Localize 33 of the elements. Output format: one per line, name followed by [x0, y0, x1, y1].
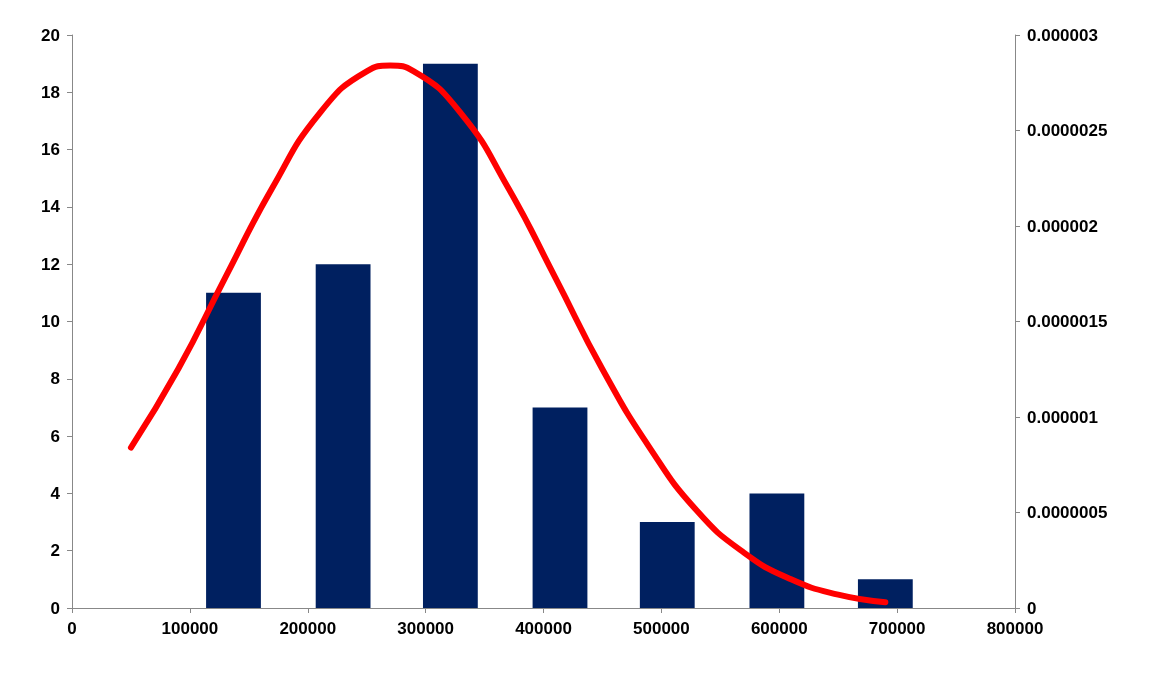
y-tick-label: 0 — [50, 598, 60, 618]
y-tick-label: 14 — [41, 197, 61, 217]
x-tick-label: 300000 — [397, 619, 454, 638]
x-tick-label: 100000 — [161, 619, 219, 638]
y2-tick-label: 0.0000005 — [1027, 503, 1108, 522]
y2-tick-label: 0.0000015 — [1027, 312, 1108, 331]
y-tick-label: 12 — [41, 254, 60, 274]
x-tick-label: 700000 — [868, 619, 926, 638]
y2-tick-label: 0.0000025 — [1027, 121, 1108, 140]
bar — [639, 522, 695, 608]
y-tick-label: 20 — [41, 25, 60, 45]
x-tick-label: 500000 — [633, 619, 690, 638]
y2-tick-label: 0.000003 — [1027, 25, 1098, 45]
y2-tick-label: 0.000002 — [1027, 216, 1098, 236]
y2-tick-label: 0.000001 — [1027, 407, 1098, 427]
bar — [422, 63, 478, 608]
y-tick-label: 4 — [50, 483, 61, 503]
bar — [206, 292, 261, 608]
x-tick-label: 400000 — [515, 619, 572, 638]
y2-tick-label: 0 — [1027, 598, 1037, 618]
bar — [532, 407, 588, 608]
y-tick-label: 18 — [41, 82, 60, 102]
x-tick-label: 800000 — [986, 619, 1044, 638]
y-tick-label: 10 — [41, 312, 60, 331]
bar — [315, 264, 371, 608]
bar — [749, 493, 805, 608]
x-tick-label: 0 — [67, 619, 77, 638]
y-tick-label: 2 — [50, 541, 60, 561]
y-tick-label: 8 — [50, 369, 60, 389]
x-tick-label: 600000 — [750, 619, 808, 638]
x-tick-label: 200000 — [279, 619, 337, 638]
y-tick-label: 6 — [50, 426, 60, 446]
y-tick-label: 16 — [41, 140, 60, 160]
